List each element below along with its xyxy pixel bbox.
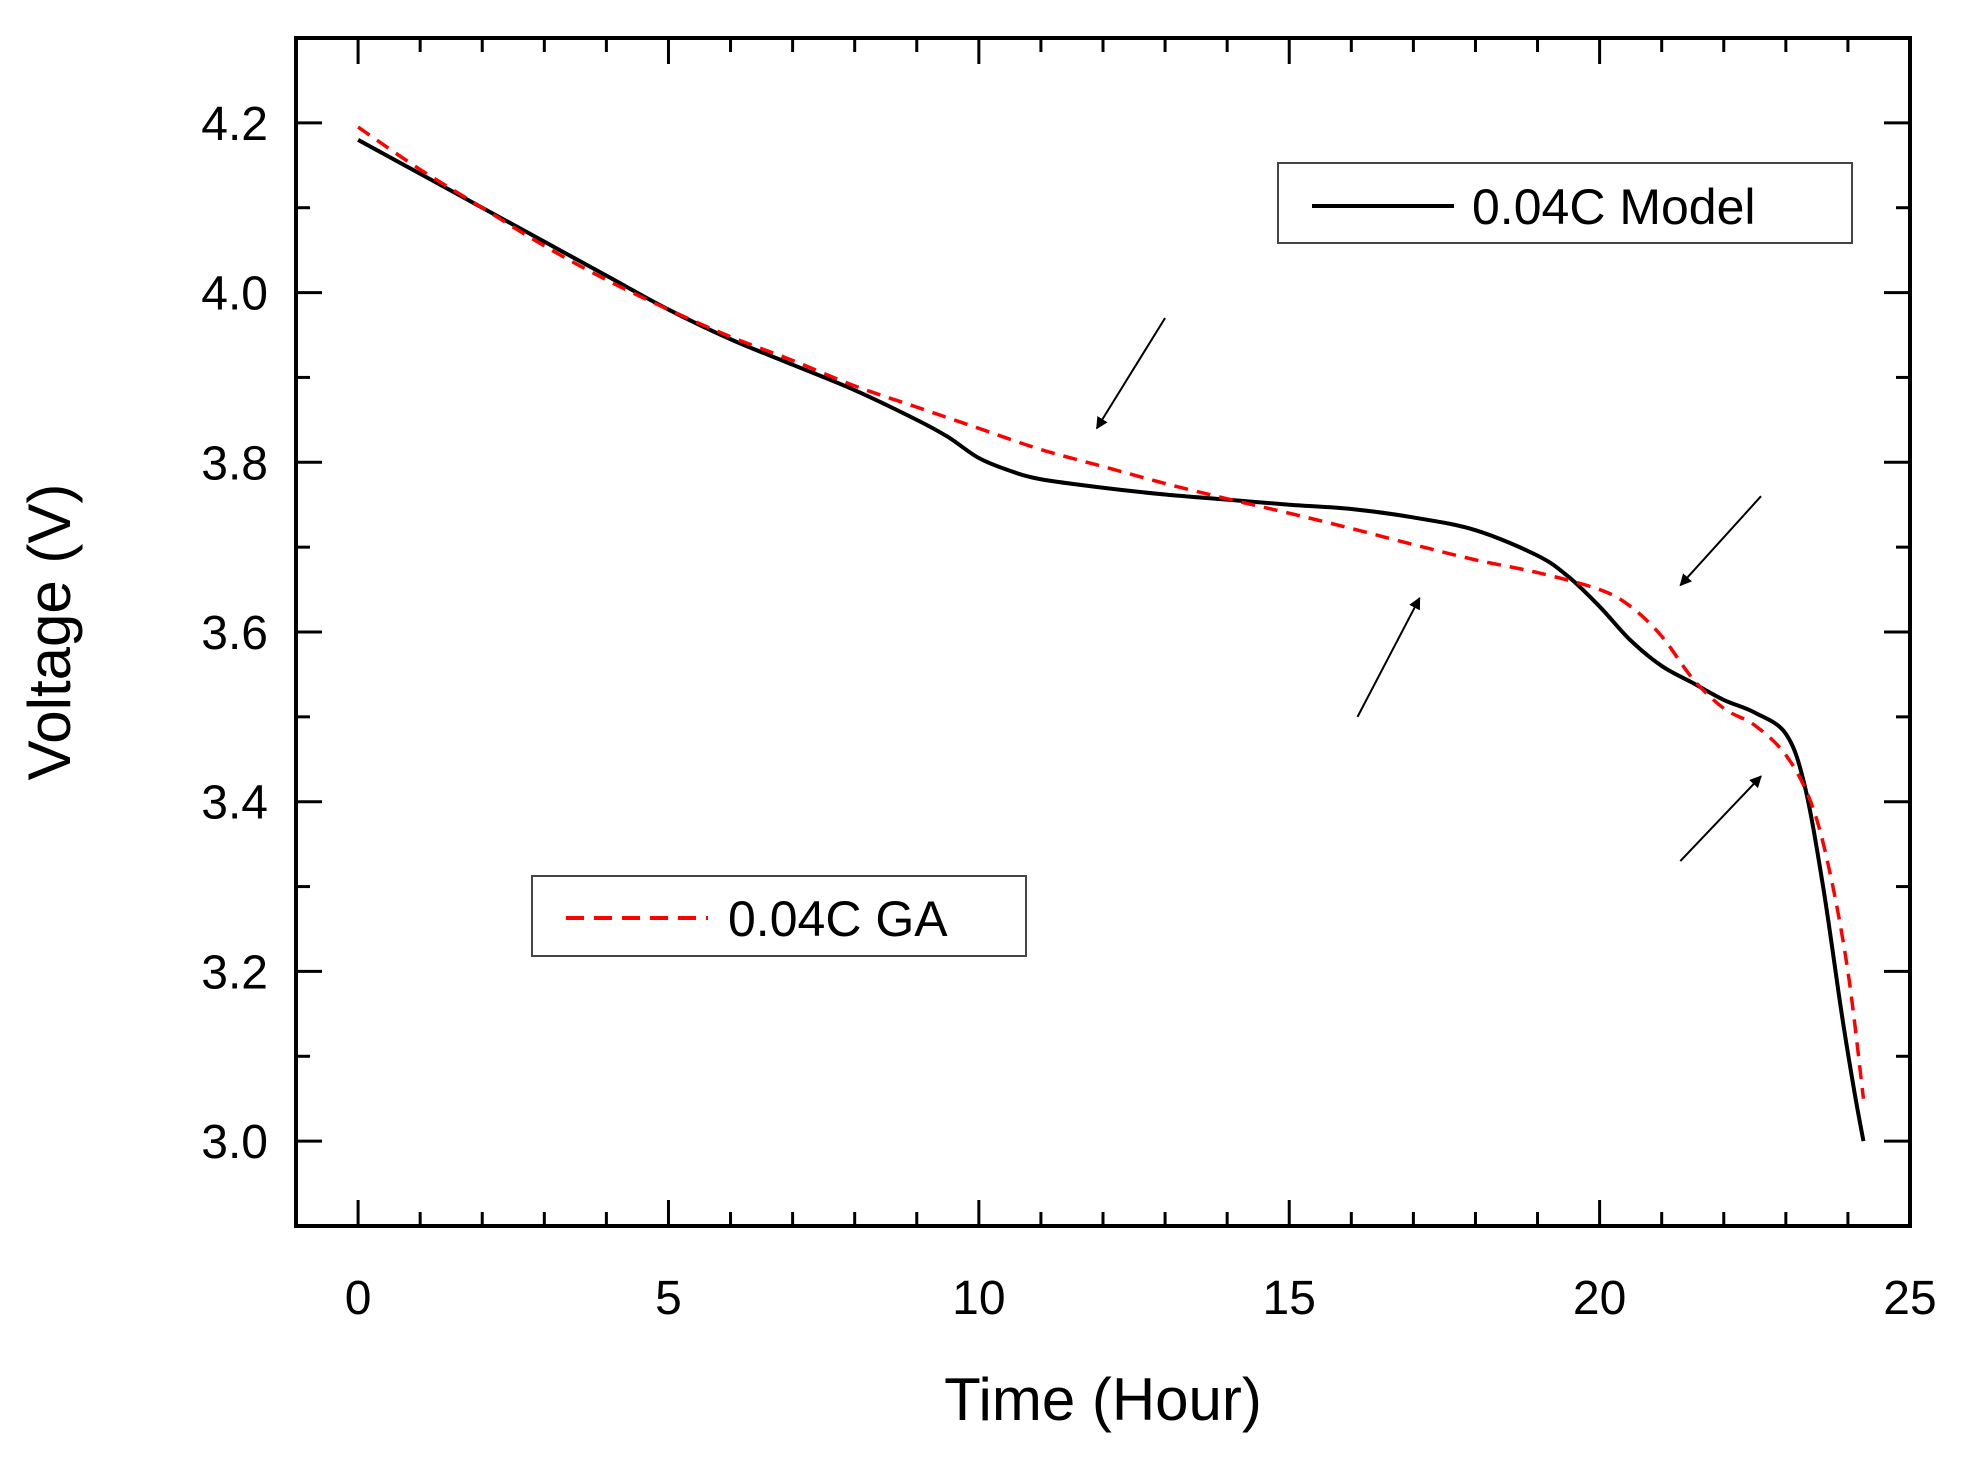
- annotation-arrow: [1679, 775, 1762, 862]
- y-tick-label: 4.2: [201, 98, 268, 151]
- y-tick-labels: 3.0 3.2 3.4 3.6 3.8 4.0 4.2: [201, 98, 268, 1169]
- legend-model-label: 0.04C Model: [1472, 179, 1756, 235]
- x-tick-label: 0: [345, 1272, 372, 1325]
- x-tick-label: 5: [655, 1272, 682, 1325]
- annotation-arrow: [1679, 495, 1762, 587]
- series-lines: [357, 125, 1866, 1142]
- legend-model: 0.04C Model: [1277, 162, 1853, 244]
- y-tick-label: 3.0: [201, 1116, 268, 1169]
- series-model-line: [357, 138, 1866, 1142]
- x-tick-label: 25: [1883, 1272, 1936, 1325]
- x-tick-label: 10: [952, 1272, 1005, 1325]
- annotations: [1095, 317, 1762, 862]
- x-tick-labels: 0 5 10 15 20 25: [345, 1272, 1937, 1325]
- annotation-arrow: [1356, 596, 1421, 718]
- y-axis-title: Voltage (V): [16, 484, 83, 781]
- x-tick-label: 15: [1263, 1272, 1316, 1325]
- legend-model-box: [1277, 162, 1853, 244]
- y-tick-label: 3.4: [201, 777, 268, 830]
- legend-ga-label: 0.04C GA: [728, 891, 948, 947]
- legend-ga: 0.04C GA: [531, 875, 1027, 957]
- annotation-arrow: [1095, 317, 1166, 430]
- y-tick-label: 3.6: [201, 607, 268, 660]
- y-tick-label: 3.2: [201, 946, 268, 999]
- x-axis-title: Time (Hour): [944, 1366, 1262, 1433]
- plot-frame: [294, 36, 1912, 1228]
- axis-ticks: [294, 36, 1912, 1226]
- y-tick-label: 4.0: [201, 268, 268, 321]
- y-tick-label: 3.8: [201, 437, 268, 490]
- legend-ga-box: [531, 875, 1027, 957]
- x-tick-label: 20: [1573, 1272, 1626, 1325]
